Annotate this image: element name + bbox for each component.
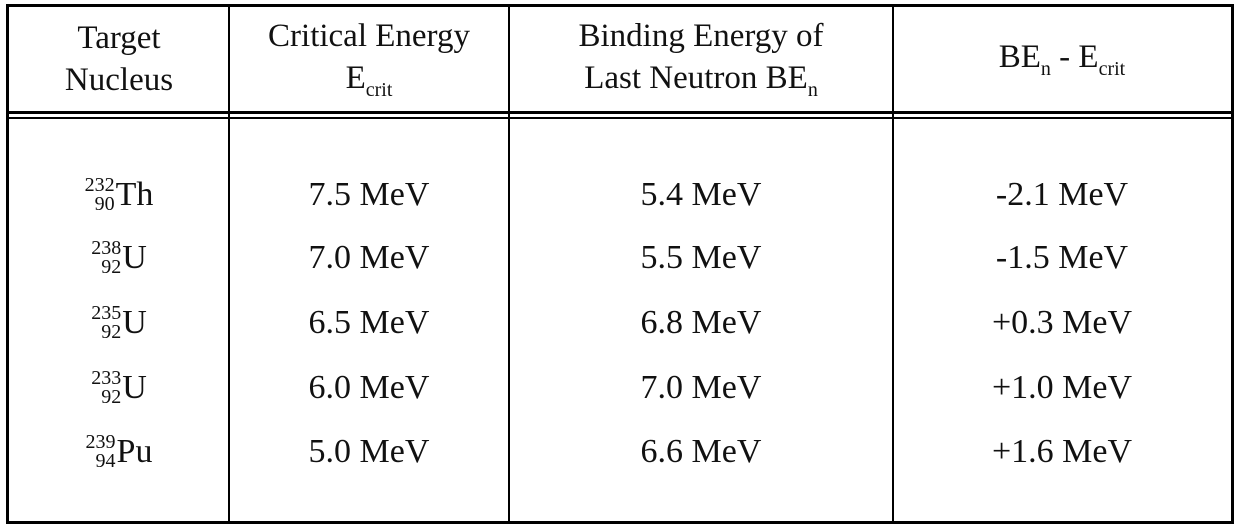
mass-number: 239	[85, 431, 116, 453]
header-cell: BEn - Ecrit	[893, 7, 1231, 111]
table-cell: 5.0 MeV	[229, 422, 509, 482]
table-cell: 6.8 MeV	[509, 293, 893, 353]
cell-text: 7.0 MeV	[640, 369, 762, 406]
cell-text: 5.4 MeV	[640, 176, 762, 213]
header-text: Target	[77, 20, 161, 56]
table-cell: 238 92 U	[9, 228, 229, 288]
element-symbol: U	[122, 369, 147, 406]
table-cell: 7.0 MeV	[229, 228, 509, 288]
nuclide-numbers: 232 90	[84, 174, 115, 215]
table-cell: +1.6 MeV	[893, 422, 1231, 482]
element-symbol: Th	[115, 176, 154, 213]
header-text: - E	[1050, 39, 1099, 75]
header-cell: Critical Energy Ecrit	[229, 7, 509, 111]
mass-number: 232	[84, 174, 115, 196]
header-text: Binding Energy of	[578, 18, 824, 54]
element-symbol: Pu	[116, 433, 153, 470]
column-divider	[228, 7, 230, 521]
header-subscript: n	[807, 79, 818, 101]
nuclide-numbers: 235 92	[91, 302, 122, 343]
atomic-number: 94	[95, 450, 116, 472]
column-divider	[508, 7, 510, 521]
mass-number: 238	[91, 237, 122, 259]
cell-text: 5.5 MeV	[640, 239, 762, 276]
cell-text: -1.5 MeV	[995, 239, 1129, 276]
column-divider	[892, 7, 894, 521]
nuclide-numbers: 238 92	[91, 237, 122, 278]
mass-number: 235	[91, 302, 122, 324]
table-cell: 5.5 MeV	[509, 228, 893, 288]
element-symbol: U	[122, 239, 147, 276]
atomic-number: 92	[101, 256, 122, 278]
header-text: BE	[998, 39, 1041, 75]
atomic-number: 90	[94, 193, 115, 215]
header-cell: Target Nucleus	[9, 7, 229, 111]
table-cell: +1.0 MeV	[893, 358, 1231, 418]
cell-text: +1.6 MeV	[991, 433, 1133, 470]
element-symbol: U	[122, 304, 147, 341]
header-subscript: crit	[365, 79, 393, 101]
cell-text: 5.0 MeV	[308, 433, 430, 470]
header-subscript: crit	[1098, 58, 1126, 80]
cell-text: 7.5 MeV	[308, 176, 430, 213]
table-cell: 6.0 MeV	[229, 358, 509, 418]
atomic-number: 92	[101, 386, 122, 408]
header-text: Critical Energy	[268, 18, 470, 54]
nuclide-numbers: 233 92	[91, 367, 122, 408]
table-cell: 239 94 Pu	[9, 422, 229, 482]
cell-text: 6.5 MeV	[308, 304, 430, 341]
cell-text: 6.6 MeV	[640, 433, 762, 470]
cell-text: -2.1 MeV	[995, 176, 1129, 213]
table-cell: +0.3 MeV	[893, 293, 1231, 353]
table-cell: -1.5 MeV	[893, 228, 1231, 288]
header-text: Last Neutron BE	[584, 60, 808, 96]
header-text: E	[345, 60, 366, 96]
table-cell: -2.1 MeV	[893, 165, 1231, 225]
cell-text: 7.0 MeV	[308, 239, 430, 276]
header-subscript: n	[1040, 58, 1051, 80]
mass-number: 233	[91, 367, 122, 389]
table: Target Nucleus Critical Energy Ecrit Bin…	[6, 4, 1234, 524]
table-cell: 6.6 MeV	[509, 422, 893, 482]
atomic-number: 92	[101, 321, 122, 343]
cell-text: +0.3 MeV	[991, 304, 1133, 341]
header-text: Nucleus	[64, 62, 174, 98]
cell-text: +1.0 MeV	[991, 369, 1133, 406]
cell-text: 6.0 MeV	[308, 369, 430, 406]
table-cell: 7.0 MeV	[509, 358, 893, 418]
table-cell: 5.4 MeV	[509, 165, 893, 225]
header-cell: Binding Energy of Last Neutron BEn	[509, 7, 893, 111]
nuclide-numbers: 239 94	[85, 431, 116, 472]
table-cell: 6.5 MeV	[229, 293, 509, 353]
cell-text: 6.8 MeV	[640, 304, 762, 341]
table-cell: 233 92 U	[9, 358, 229, 418]
table-cell: 7.5 MeV	[229, 165, 509, 225]
table-cell: 235 92 U	[9, 293, 229, 353]
table-cell: 232 90 Th	[9, 165, 229, 225]
header-separator	[9, 111, 1231, 119]
